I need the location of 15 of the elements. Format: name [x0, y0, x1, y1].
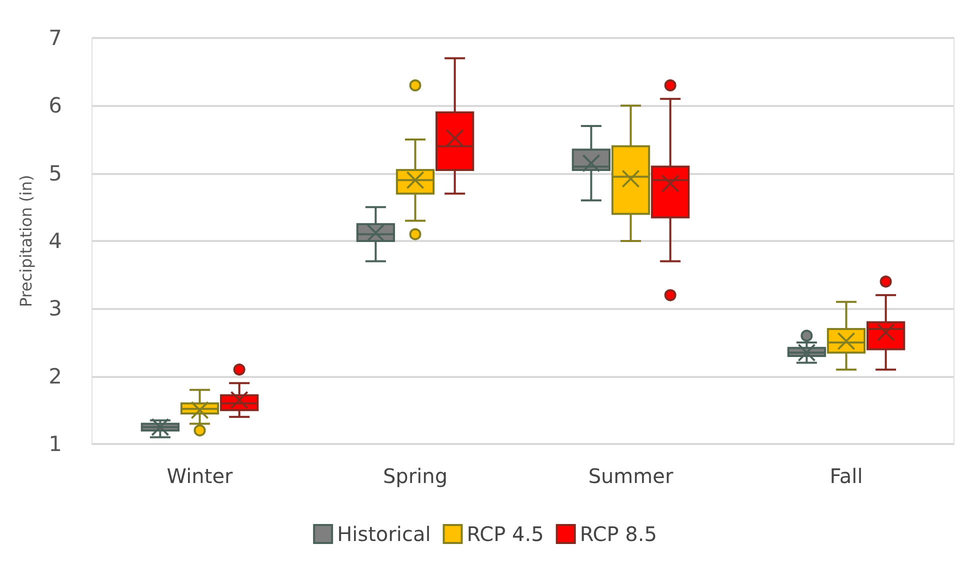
- y-tick-label: 3: [48, 296, 62, 321]
- y-tick-label: 5: [48, 161, 62, 186]
- legend-label: Historical: [337, 522, 431, 546]
- y-tick-label: 1: [48, 432, 62, 456]
- legend-label: RCP 8.5: [580, 522, 657, 546]
- x-tick-label: Spring: [382, 464, 448, 488]
- x-tick-label: Winter: [166, 464, 234, 488]
- y-tick-label: 7: [48, 26, 62, 50]
- y-tick-label: 2: [48, 364, 62, 388]
- y-tick-label: 6: [48, 94, 62, 118]
- y-tick-label: 4: [48, 229, 62, 253]
- legend-label: RCP 4.5: [466, 522, 544, 546]
- y-axis-title: Precipitation (in): [16, 174, 36, 308]
- x-tick-label: Summer: [588, 464, 674, 488]
- x-tick-label: Fall: [830, 464, 863, 488]
